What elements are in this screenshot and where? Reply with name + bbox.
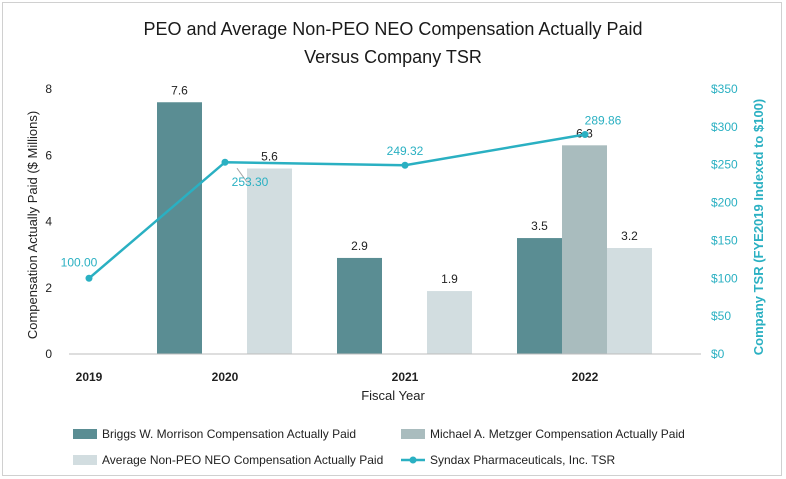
bar-value-label: 1.9 xyxy=(441,272,458,286)
legend-label-metzger: Michael A. Metzger Compensation Actually… xyxy=(430,427,685,441)
y-tick-label: 6 xyxy=(45,148,52,162)
x-axis-title: Fiscal Year xyxy=(361,388,425,403)
y-tick-label: 2 xyxy=(45,281,52,295)
tsr-point-2022 xyxy=(581,131,589,139)
bar-non-peo-2022 xyxy=(607,248,652,354)
legend-swatch-tsr-marker xyxy=(409,456,417,464)
x-category-label: 2021 xyxy=(392,370,419,384)
bar-morrison-2022 xyxy=(517,238,562,354)
x-category-label: 2022 xyxy=(572,370,599,384)
tsr-line xyxy=(88,133,586,280)
bar-morrison-2021 xyxy=(337,257,382,354)
y2-tick-label: $150 xyxy=(711,233,738,247)
y2-tick-label: $350 xyxy=(711,82,738,96)
y2-axis-title: Company TSR (FYE2019 Indexed to $100) xyxy=(751,99,766,355)
y2-tick-label: $200 xyxy=(711,196,738,210)
tsr-value-label: 253.30 xyxy=(232,175,269,189)
legend-swatch-metzger xyxy=(401,429,425,439)
y2-tick-label: $0 xyxy=(711,347,725,361)
bar-value-label: 2.9 xyxy=(351,239,368,253)
tsr-label-leader xyxy=(236,167,248,183)
legend: Briggs W. Morrison Compensation Actually… xyxy=(73,427,685,467)
y-axis-title: Compensation Actually Paid ($ Millions) xyxy=(25,111,40,339)
bar-morrison-2020 xyxy=(157,102,202,354)
bar-non-peo-2021 xyxy=(427,291,472,354)
bar-value-label: 5.6 xyxy=(261,150,278,164)
bar-non-peo-2020 xyxy=(247,168,292,354)
tsr-point-2020 xyxy=(221,158,229,166)
compensation-tsr-chart: PEO and Average Non-PEO NEO Compensation… xyxy=(25,19,766,467)
left-axis-ticks: 0 2 4 6 8 xyxy=(45,82,52,361)
tsr-point-2019 xyxy=(85,274,93,282)
y2-tick-label: $250 xyxy=(711,158,738,172)
legend-swatch-morrison xyxy=(73,429,97,439)
y-tick-label: 0 xyxy=(45,347,52,361)
y-tick-label: 4 xyxy=(45,215,52,229)
bar-value-label: 3.2 xyxy=(621,229,638,243)
legend-label-morrison: Briggs W. Morrison Compensation Actually… xyxy=(102,427,356,441)
x-category-label: 2019 xyxy=(76,370,103,384)
tsr-value-label: 289.86 xyxy=(585,114,622,128)
tsr-value-label: 100.00 xyxy=(61,255,98,269)
tsr-point-2021 xyxy=(401,161,409,169)
legend-label-non-peo: Average Non-PEO NEO Compensation Actuall… xyxy=(102,453,383,467)
bar-value-label: 3.5 xyxy=(531,219,548,233)
y2-tick-label: $300 xyxy=(711,120,738,134)
bar-metzger-2022 xyxy=(562,145,607,354)
chart-title-line-2: Versus Company TSR xyxy=(304,47,482,67)
right-axis-ticks: $0 $50 $100 $150 $200 $250 $300 $350 xyxy=(711,82,738,361)
bars-group: 7.62.93.56.35.61.93.2 xyxy=(157,83,652,354)
chart-title-line-1: PEO and Average Non-PEO NEO Compensation… xyxy=(144,19,643,39)
x-category-label: 2020 xyxy=(212,370,239,384)
legend-label-tsr: Syndax Pharmaceuticals, Inc. TSR xyxy=(430,453,616,467)
legend-swatch-non-peo xyxy=(73,455,97,465)
category-labels: 2019 2020 2021 2022 xyxy=(76,370,599,384)
tsr-value-label: 249.32 xyxy=(387,144,424,158)
y-tick-label: 8 xyxy=(45,82,52,96)
y2-tick-label: $50 xyxy=(711,309,731,323)
tsr-line-group: 100.00 253.30 249.32 289.86 xyxy=(61,114,622,282)
bar-value-label: 7.6 xyxy=(171,83,188,97)
y2-tick-label: $100 xyxy=(711,271,738,285)
